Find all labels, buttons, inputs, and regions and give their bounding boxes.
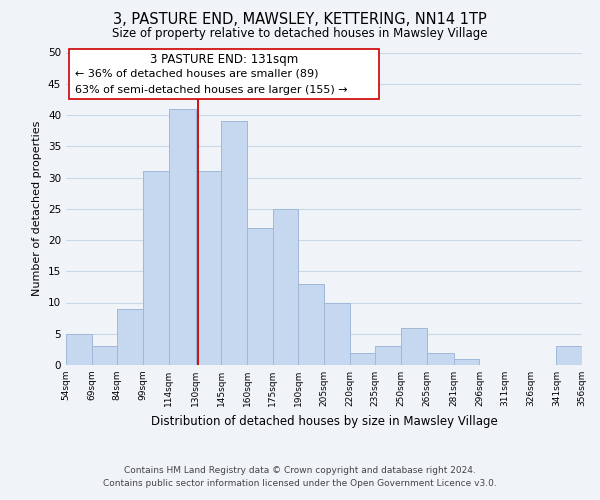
Y-axis label: Number of detached properties: Number of detached properties: [32, 121, 43, 296]
Bar: [298, 284, 324, 365]
Bar: [324, 302, 350, 365]
Bar: [92, 346, 117, 365]
Bar: [117, 308, 143, 365]
Bar: [556, 346, 582, 365]
Bar: [66, 334, 92, 365]
Bar: [401, 328, 427, 365]
Text: 63% of semi-detached houses are larger (155) →: 63% of semi-detached houses are larger (…: [74, 86, 347, 96]
Bar: [350, 352, 375, 365]
Text: 3, PASTURE END, MAWSLEY, KETTERING, NN14 1TP: 3, PASTURE END, MAWSLEY, KETTERING, NN14…: [113, 12, 487, 28]
X-axis label: Distribution of detached houses by size in Mawsley Village: Distribution of detached houses by size …: [151, 414, 497, 428]
Text: Contains HM Land Registry data © Crown copyright and database right 2024.
Contai: Contains HM Land Registry data © Crown c…: [103, 466, 497, 487]
Bar: [169, 109, 196, 365]
Bar: [247, 228, 273, 365]
Text: Size of property relative to detached houses in Mawsley Village: Size of property relative to detached ho…: [112, 28, 488, 40]
Bar: [427, 352, 454, 365]
Bar: [196, 171, 221, 365]
Bar: [273, 209, 298, 365]
Bar: [454, 359, 479, 365]
Bar: [221, 121, 247, 365]
Bar: [143, 171, 169, 365]
Text: ← 36% of detached houses are smaller (89): ← 36% of detached houses are smaller (89…: [74, 68, 318, 78]
FancyBboxPatch shape: [70, 50, 379, 100]
Text: 3 PASTURE END: 131sqm: 3 PASTURE END: 131sqm: [150, 52, 298, 66]
Bar: [375, 346, 401, 365]
